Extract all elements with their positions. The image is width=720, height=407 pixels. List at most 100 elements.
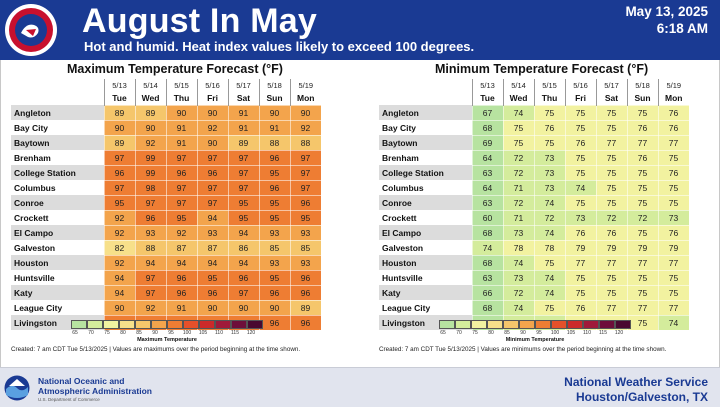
legend-tick: 120 [614,330,624,336]
table-row: Houston 92 94 94 94 94 93 93 [11,254,322,271]
temp-cell: 77 [595,134,628,151]
temp-cell: 89 [289,299,322,316]
day-header-cell: Tue [103,92,135,105]
temp-cell: 75 [626,179,659,196]
temp-cell: 75 [626,284,659,301]
temp-cell: 76 [595,224,628,241]
legend-swatch [71,320,87,329]
table-row: Katy 66 72 74 75 75 75 75 [379,284,690,301]
temp-cell: 99 [134,164,167,181]
date-header-cell: 5/14 [502,79,534,92]
temp-cell: 91 [165,134,198,151]
temp-cell: 68 [471,224,504,241]
temp-cell: 86 [227,239,260,256]
temp-cell: 63 [471,194,504,211]
legend-swatch [183,320,199,329]
temp-cell: 91 [258,119,291,136]
legend-tick: 120 [246,330,256,336]
temp-cell: 97 [289,179,322,196]
temp-cell: 74 [564,179,597,196]
city-name: Baytown [11,135,104,150]
day-header-cell: Fri [196,92,228,105]
city-name: Brenham [11,150,104,165]
legend-swatch [439,320,455,329]
legend-tick: 75 [104,330,110,336]
date-header-cell: 5/17 [595,79,627,92]
temp-cell: 74 [533,224,566,241]
temp-cell: 75 [564,164,597,181]
temp-cell: 94 [103,284,136,301]
legend-tick: 80 [488,330,494,336]
temp-cell: 96 [103,164,136,181]
max-created-note: Created: 7 am CDT Tue 5/13/2025 | Values… [11,346,301,353]
city-name: Conroe [11,195,104,210]
temp-cell: 97 [196,194,229,211]
temp-cell: 74 [533,194,566,211]
city-name: El Campo [11,225,104,240]
temp-cell: 97 [134,269,167,286]
city-name: Angleton [379,105,472,120]
temp-cell: 71 [502,179,535,196]
table-row: El Campo 92 93 92 93 94 93 93 [11,224,322,241]
temp-cell: 60 [471,209,504,226]
temp-cell: 97 [103,179,136,196]
temp-cell: 94 [227,224,260,241]
legend-tick: 70 [88,330,94,336]
temp-cell: 97 [165,194,198,211]
city-name: Crockett [379,210,472,225]
temp-cell: 93 [289,224,322,241]
temp-cell: 72 [502,149,535,166]
city-name: Galveston [11,240,104,255]
legend-tick: 110 [215,330,223,336]
temp-cell: 79 [626,239,659,256]
temp-cell: 95 [227,194,260,211]
temp-cell: 79 [657,239,690,256]
temp-cell: 90 [196,104,229,121]
temp-cell: 97 [227,164,260,181]
temp-cell: 77 [657,299,690,316]
legend-tick: 105 [198,330,208,336]
legend-swatch [231,320,247,329]
temp-cell: 73 [533,149,566,166]
temp-cell: 74 [533,284,566,301]
table-row: Angleton 89 89 90 90 91 90 90 [11,104,322,121]
temp-cell: 90 [196,134,229,151]
table-row: Brenham 97 99 97 97 97 96 97 [11,149,322,166]
temp-cell: 97 [165,149,198,166]
city-name: College Station [379,165,472,180]
nws-office-name: National Weather Service [564,375,708,389]
temp-cell: 77 [657,254,690,271]
temp-cell: 76 [564,224,597,241]
temp-cell: 90 [134,119,167,136]
legend-swatch [583,320,599,329]
temp-cell: 97 [289,149,322,166]
temp-cell: 72 [533,209,566,226]
temp-cell: 96 [258,314,291,331]
temp-cell: 75 [564,119,597,136]
date-header-cell: 5/19 [289,79,321,92]
day-header-cell: Mon [289,92,321,105]
city-name: Huntsville [11,270,104,285]
temp-cell: 96 [258,284,291,301]
temp-cell: 93 [289,254,322,271]
temp-cell: 92 [134,299,167,316]
temp-cell: 92 [196,119,229,136]
temp-cell: 90 [258,104,291,121]
day-header-cell: Mon [657,92,689,105]
temp-cell: 92 [134,134,167,151]
temp-cell: 64 [471,179,504,196]
temp-cell: 73 [564,209,597,226]
temp-cell: 95 [258,209,291,226]
temp-cell: 77 [626,299,659,316]
temp-cell: 85 [258,239,291,256]
temp-cell: 75 [595,104,628,121]
temp-cell: 76 [657,224,690,241]
legend-swatch [151,320,167,329]
temp-cell: 63 [471,164,504,181]
header-spacer [379,79,472,92]
temp-cell: 77 [626,134,659,151]
issue-time: 6:18 AM [656,21,708,36]
temp-cell: 88 [258,134,291,151]
temp-cell: 97 [227,149,260,166]
date-header-cell: 5/17 [227,79,259,92]
